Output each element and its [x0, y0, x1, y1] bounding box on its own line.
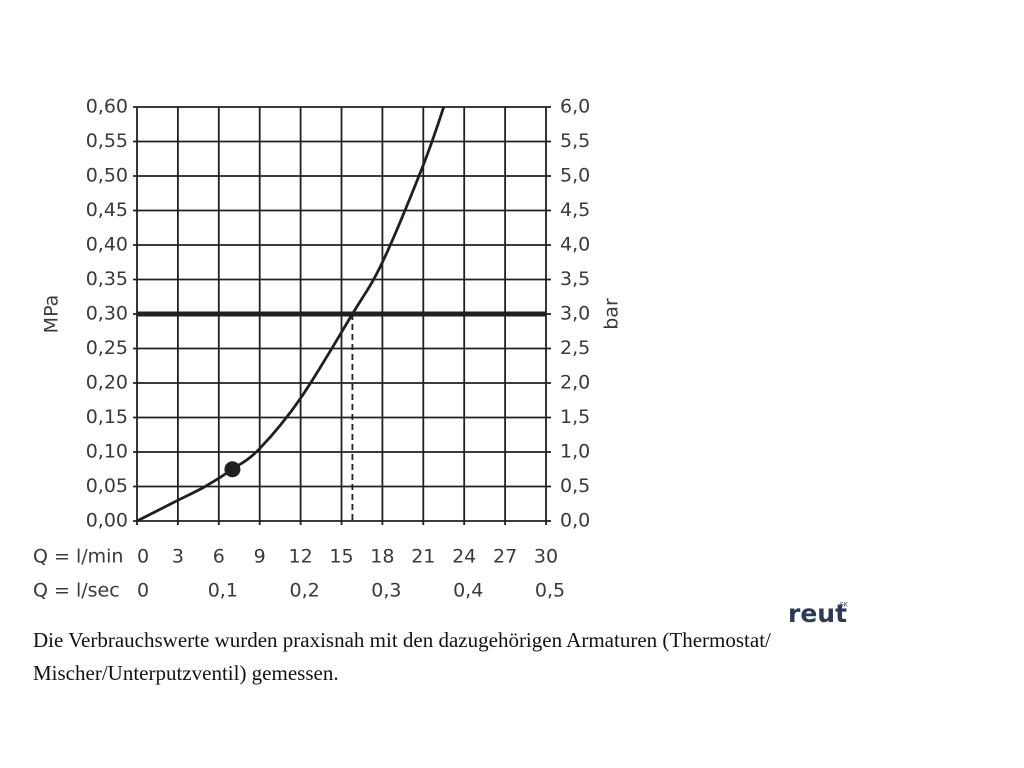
- y2-tick-label: 0,5: [560, 475, 590, 497]
- x-tick-label: 3: [172, 546, 184, 568]
- y-tick-label: 0,15: [86, 406, 128, 428]
- curve: [136, 106, 446, 523]
- y-tick-label: 0,35: [86, 268, 128, 290]
- x-tick-label: 27: [493, 546, 517, 568]
- y-tick-label: 0,20: [86, 372, 128, 394]
- y2-tick-label: 1,0: [560, 441, 590, 463]
- x-tick-label: 24: [452, 546, 476, 568]
- x-tick-label: 9: [254, 546, 266, 568]
- x-tick-label: 6: [213, 546, 225, 568]
- x-axis-label: Q = l/min: [33, 546, 123, 568]
- x2-tick-label: 0,1: [208, 580, 238, 602]
- y2-tick-label: 3,0: [560, 303, 590, 325]
- x-tick-label: 30: [534, 546, 558, 568]
- x-tick-label: 21: [411, 546, 435, 568]
- caption: Die Verbrauchswerte wurden praxisnah mit…: [33, 628, 771, 685]
- y2-tick-label: 1,5: [560, 406, 590, 428]
- y-tick-label: 0,25: [86, 337, 128, 359]
- y2-tick-label: 0,0: [560, 510, 590, 532]
- x2-tick-label: 0,4: [453, 580, 483, 602]
- y-tick-label: 0,05: [86, 475, 128, 497]
- x2-tick-label: 0: [137, 580, 149, 602]
- x2-tick-label: 0,5: [535, 580, 565, 602]
- y2-tick-label: 2,0: [560, 372, 590, 394]
- y2-tick-label: 5,0: [560, 165, 590, 187]
- x-tick-label: 12: [289, 546, 313, 568]
- y-tick-label: 0,50: [86, 165, 128, 187]
- y2-tick-label: 4,0: [560, 234, 590, 256]
- x2-tick-label: 0,2: [289, 580, 319, 602]
- x2-axis-label: Q = l/sec: [33, 580, 120, 602]
- y-tick-label: 0,10: [86, 441, 128, 463]
- y-tick-label: 0,00: [86, 510, 128, 532]
- y-tick-label: 0,45: [86, 199, 128, 221]
- y2-tick-label: 4,5: [560, 199, 590, 221]
- logo: reut: [788, 599, 847, 628]
- y2-tick-label: 5,5: [560, 130, 590, 152]
- y2-tick-label: 6,0: [560, 96, 590, 118]
- y2-tick-label: 3,5: [560, 268, 590, 290]
- x2-tick-label: 0,3: [371, 580, 401, 602]
- x-tick-label: 18: [370, 546, 394, 568]
- x-tick-label: 0: [137, 546, 149, 568]
- x-tick-label: 15: [329, 546, 353, 568]
- y-tick-label: 0,40: [86, 234, 128, 256]
- y2-tick-label: 2,5: [560, 337, 590, 359]
- marker: [224, 461, 241, 478]
- y-tick-label: 0,30: [86, 303, 128, 325]
- logo-mark: SK: [840, 602, 849, 609]
- y-tick-label: 0,60: [86, 96, 128, 118]
- y2-axis-label: bar: [601, 298, 623, 330]
- y-axis-label: MPa: [41, 295, 63, 334]
- y-tick-label: 0,55: [86, 130, 128, 152]
